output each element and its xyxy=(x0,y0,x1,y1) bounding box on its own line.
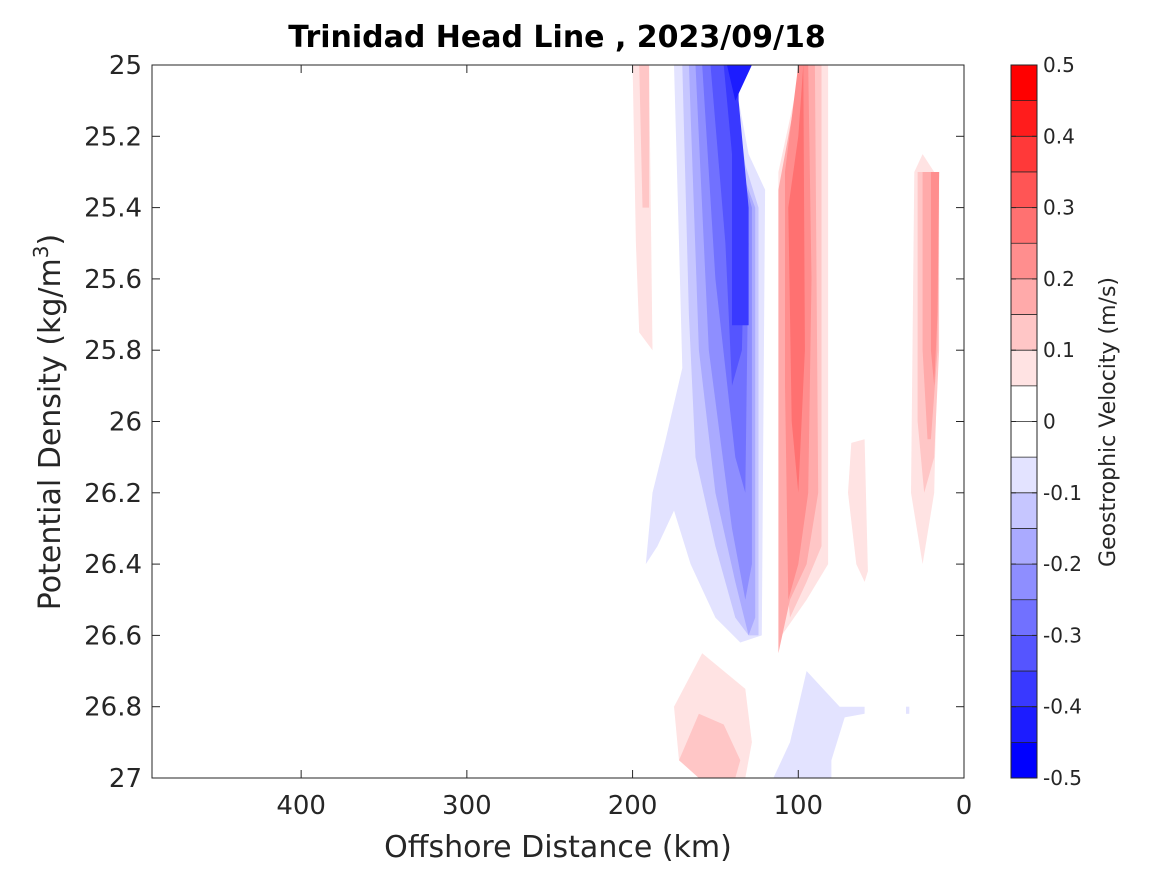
colorbar-swatch xyxy=(1011,492,1037,529)
colorbar-tick-label: 0.5 xyxy=(1043,53,1075,77)
colorbar-swatch xyxy=(1011,350,1037,387)
colorbar-tick-label: 0 xyxy=(1043,410,1056,434)
colorbar-swatch xyxy=(1011,136,1037,173)
colorbar-tick-label: -0.1 xyxy=(1043,481,1082,505)
colorbar-tick-label: -0.2 xyxy=(1043,552,1082,576)
colorbar-tick-label: -0.4 xyxy=(1043,695,1082,719)
contour-region xyxy=(727,65,752,101)
colorbar-tick-label: 0.3 xyxy=(1043,196,1075,220)
colorbar-swatch xyxy=(1011,243,1037,280)
y-tick-label: 25.2 xyxy=(84,122,142,152)
contour-region xyxy=(723,65,749,326)
colorbar-swatch xyxy=(1011,207,1037,244)
contour-region xyxy=(906,706,910,714)
colorbar-swatch xyxy=(1011,599,1037,636)
colorbar-swatch xyxy=(1011,278,1037,316)
y-tick-label: 26 xyxy=(109,408,142,438)
x-tick-label: 200 xyxy=(608,791,658,821)
contour-region xyxy=(639,65,650,208)
colorbar-swatch xyxy=(1011,171,1037,209)
colorbar-swatch xyxy=(1011,385,1037,422)
y-axis-label: Potential Density (kg/m3) xyxy=(29,234,68,610)
colorbar-tick-label: -0.3 xyxy=(1043,623,1082,647)
colorbar-swatch xyxy=(1011,457,1037,494)
contour-fills xyxy=(632,65,940,778)
colorbar-swatch xyxy=(1011,564,1037,601)
y-tick-label: 25.6 xyxy=(84,265,142,295)
y-tick-label: 25.8 xyxy=(84,336,142,366)
y-tick-label: 26.8 xyxy=(84,693,142,723)
x-axis-label: Offshore Distance (km) xyxy=(384,830,732,865)
x-tick-label: 300 xyxy=(442,791,492,821)
colorbar: 0.5 0.4 0.3 0.2 0.1 0 -0.1 -0.2 -0.3 -0.4 -0.5 xyxy=(1010,53,1082,790)
colorbar-swatch xyxy=(1011,742,1037,779)
colorbar-swatch xyxy=(1011,671,1037,708)
contour-region xyxy=(848,439,868,582)
colorbar-tick-label: 0.4 xyxy=(1043,124,1075,148)
colorbar-swatch xyxy=(1011,100,1037,137)
x-tick-label: 0 xyxy=(956,791,973,821)
y-axis-ticks: 25 25.2 25.4 25.6 25.8 26 26.2 26.4 26.6 26.8 27 xyxy=(84,51,964,794)
colorbar-tick-label: -0.5 xyxy=(1043,766,1082,790)
y-tick-label: 27 xyxy=(109,764,142,794)
colorbar-label: Geostrophic Velocity (m/s) xyxy=(1096,277,1121,567)
colorbar-swatch xyxy=(1011,706,1037,743)
colorbar-swatch xyxy=(1011,65,1037,102)
x-tick-label: 100 xyxy=(773,791,823,821)
y-tick-label: 26.6 xyxy=(84,621,142,651)
chart-title: Trinidad Head Line , 2023/09/18 xyxy=(288,20,825,55)
colorbar-swatch xyxy=(1011,421,1037,458)
colorbar-tick-label: 0.1 xyxy=(1043,338,1075,362)
y-tick-label: 26.2 xyxy=(84,479,142,509)
colorbar-tick-label: 0.2 xyxy=(1043,267,1075,291)
y-tick-label: 26.4 xyxy=(84,550,142,580)
contour-region xyxy=(773,671,865,778)
contour-region xyxy=(930,172,940,386)
colorbar-swatch xyxy=(1011,635,1037,672)
y-tick-label: 25 xyxy=(109,51,142,81)
colorbar-swatch xyxy=(1011,314,1037,351)
x-tick-label: 400 xyxy=(276,791,326,821)
x-axis-ticks: 400 300 200 100 0 xyxy=(276,65,972,821)
y-tick-label: 25.4 xyxy=(84,194,142,224)
contour-region xyxy=(679,713,741,778)
colorbar-swatch xyxy=(1011,528,1037,565)
contour-region xyxy=(788,65,805,493)
plot-area xyxy=(152,65,964,778)
